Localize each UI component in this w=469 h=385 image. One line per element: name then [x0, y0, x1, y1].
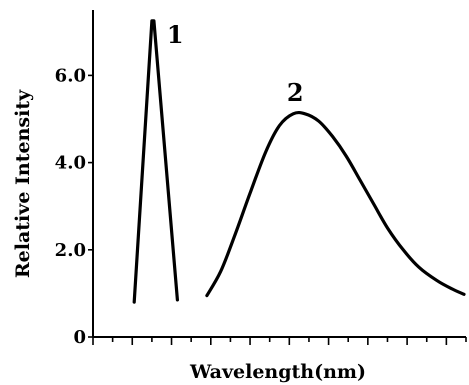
- y-tick-label-3: 6.0: [55, 65, 86, 86]
- y-tick-label-0: 0: [73, 327, 86, 348]
- series-line-1: [132, 19, 179, 304]
- x-axis-title: Wavelength(nm): [189, 361, 366, 383]
- plot-series: [132, 19, 466, 304]
- y-axis: 0 2.0 4.0 6.0: [55, 10, 94, 348]
- y-tick-label-2: 4.0: [55, 153, 86, 174]
- peak-labels: 12: [167, 20, 304, 107]
- y-ticks: 0 2.0 4.0 6.0: [55, 65, 93, 348]
- x-axis: [92, 336, 467, 345]
- x-ticks: [92, 337, 467, 345]
- series-line-2: [205, 110, 466, 298]
- series-label-1: 1: [167, 20, 184, 49]
- y-axis-title: Relative Intensity: [12, 89, 34, 278]
- series-label-2: 2: [287, 78, 304, 107]
- y-tick-label-1: 2.0: [55, 240, 86, 261]
